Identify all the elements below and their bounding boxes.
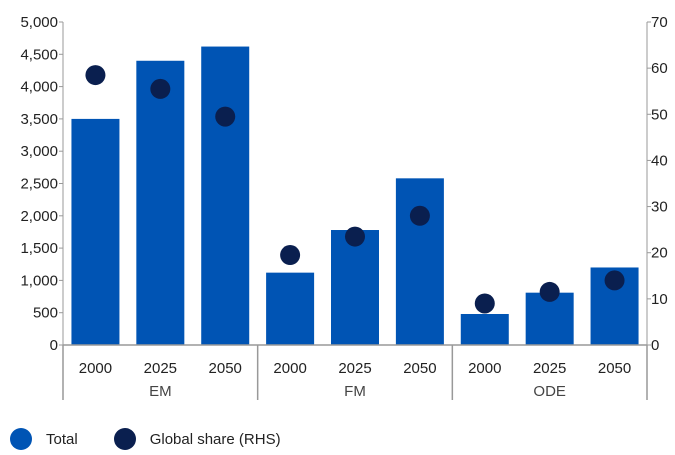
left-tick-label: 1,000 [20, 272, 58, 289]
left-tick-label: 500 [33, 305, 58, 322]
x-tick-label: 2025 [533, 360, 566, 377]
legend: Total Global share (RHS) [10, 428, 317, 450]
right-tick-label: 20 [651, 245, 668, 262]
dot-global-share [345, 226, 365, 247]
left-tick-label: 1,500 [20, 240, 58, 257]
legend-swatch-total [10, 428, 32, 450]
left-tick-label: 2,500 [20, 176, 58, 193]
left-tick-label: 3,500 [20, 111, 58, 128]
legend-item-share: Global share (RHS) [113, 428, 281, 450]
group-label: EM [149, 383, 172, 400]
left-tick-label: 0 [50, 337, 58, 354]
right-tick-label: 60 [651, 60, 668, 77]
legend-label-share: Global share (RHS) [149, 430, 281, 448]
dot-global-share [474, 293, 495, 314]
x-tick-label: 2000 [468, 360, 501, 377]
left-tick-label: 2,000 [20, 208, 58, 225]
bar-total [266, 272, 315, 345]
legend-swatch-share [113, 428, 136, 450]
legend-label-total: Total [46, 430, 78, 448]
x-tick-label: 2000 [79, 360, 112, 377]
bar-total [201, 46, 250, 345]
x-tick-label: 2050 [403, 360, 436, 377]
bar-total [331, 230, 379, 345]
bar-total [395, 178, 444, 345]
left-tick-label: 3,000 [20, 143, 58, 160]
left-tick-label: 4,000 [20, 79, 58, 96]
dot-global-share [150, 78, 171, 99]
x-tick-label: 2025 [338, 360, 371, 377]
bar-total [136, 60, 185, 345]
x-tick-label: 2050 [598, 360, 631, 377]
right-tick-label: 0 [651, 337, 659, 354]
x-tick-label: 2025 [144, 360, 177, 377]
dot-global-share [409, 205, 430, 226]
legend-item-total: Total [10, 428, 78, 450]
dot-global-share [215, 106, 236, 127]
bar-total [71, 118, 120, 346]
right-tick-label: 50 [651, 106, 668, 123]
dot-global-share [539, 281, 560, 302]
x-tick-label: 2000 [273, 360, 306, 377]
group-label: FM [344, 383, 366, 400]
bar-total [460, 313, 509, 345]
left-tick-label: 4,500 [20, 46, 58, 63]
group-label: ODE [533, 383, 566, 400]
right-tick-label: 30 [651, 199, 668, 216]
dot-global-share [85, 65, 106, 86]
dot-global-share [604, 270, 625, 291]
right-tick-label: 40 [651, 152, 668, 169]
right-tick-label: 10 [651, 291, 668, 308]
right-tick-label: 70 [651, 14, 668, 31]
x-tick-label: 2050 [209, 360, 242, 377]
dot-global-share [280, 245, 301, 266]
left-tick-label: 5,000 [20, 14, 58, 31]
